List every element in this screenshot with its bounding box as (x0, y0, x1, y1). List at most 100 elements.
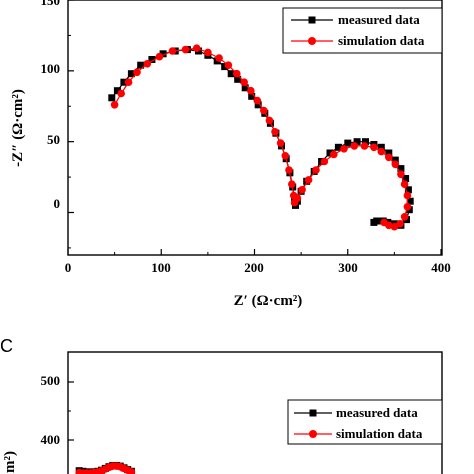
data-point-circle (127, 468, 136, 474)
data-point-square (391, 156, 399, 164)
data-point-circle (400, 180, 409, 188)
data-point-square (404, 186, 412, 194)
data-point-square (234, 75, 242, 83)
data-point-circle (233, 69, 241, 78)
y-axis-title-fragment: m²) (2, 451, 18, 473)
legend-swatch-square (309, 409, 317, 417)
data-point-circle (281, 152, 290, 160)
data-point-circle (320, 157, 329, 166)
x-tick-label: 100 (151, 260, 171, 275)
data-point-square (353, 138, 361, 146)
data-point-circle (293, 194, 302, 203)
data-point-square (148, 56, 156, 63)
legend-swatch-circle (308, 37, 316, 45)
data-point-circle (330, 150, 338, 159)
data-point-square (344, 139, 352, 147)
y-tick-label: 500 (41, 373, 61, 388)
data-point-circle (224, 61, 233, 69)
data-point-circle (380, 218, 388, 227)
data-point-circle (403, 203, 412, 211)
data-point-square (254, 101, 262, 109)
series-line (111, 48, 411, 226)
data-point-square (221, 63, 229, 71)
data-point-square (227, 70, 235, 78)
data-point-square (326, 149, 334, 157)
data-point-square (248, 92, 256, 100)
data-point-circle (400, 213, 409, 221)
data-point-circle (204, 48, 212, 57)
legend-label: simulation data (336, 426, 423, 441)
data-point-square (402, 175, 410, 182)
data-point-square (406, 197, 414, 205)
data-point-square (108, 94, 116, 102)
tick-marks (68, 381, 74, 441)
data-point-circle (396, 220, 404, 228)
y-tick-labels: 0 50 100 150 (41, 0, 61, 211)
panel-label-c: C (0, 336, 13, 356)
nyquist-chart-bottom: 400 500 m²) measured data simulation dat… (2, 351, 443, 474)
data-point-square (113, 87, 121, 95)
data-point-circle (253, 96, 262, 105)
data-point-circle (181, 45, 190, 54)
y-axis-title: -Z″ (Ω·cm²) (10, 89, 26, 167)
x-tick-label: 400 (431, 260, 451, 275)
data-point-circle (110, 101, 119, 109)
data-point-circle (155, 52, 164, 61)
data-point-circle (215, 54, 223, 62)
y-tick-label: 150 (41, 0, 61, 8)
data-point-circle (377, 147, 386, 156)
data-point-circle (391, 160, 400, 169)
data-point-square (120, 78, 128, 86)
data-point-square (362, 138, 369, 146)
legend-box (282, 7, 443, 54)
data-point-circle (133, 68, 141, 77)
data-point-circle (288, 180, 296, 188)
data-point-circle (360, 142, 369, 150)
data-point-circle (370, 143, 378, 152)
y-tick-label: 100 (41, 61, 61, 76)
data-point-circle (385, 153, 393, 162)
data-point-circle (192, 44, 201, 52)
series-group (75, 462, 136, 474)
legend-swatch-circle (309, 430, 317, 438)
data-point-circle (350, 142, 359, 150)
y-tick-label: 400 (41, 432, 61, 447)
nyquist-chart-top: 0 50 100 150 0 100 200 300 400 Z′ (Ω·cm²… (10, 0, 451, 309)
x-tick-labels: 0 100 200 300 400 (65, 260, 451, 275)
y-tick-label: 0 (54, 196, 61, 211)
x-tick-label: 0 (65, 260, 72, 275)
legend: measured data simulation data (287, 399, 443, 445)
series-line (114, 47, 408, 228)
data-point-circle (260, 106, 268, 115)
legend-label: measured data (338, 12, 420, 27)
data-point-circle (240, 78, 248, 86)
data-point-square (159, 50, 167, 58)
data-point-square (127, 70, 135, 78)
data-point-square (370, 218, 378, 226)
data-point-circle (117, 89, 125, 98)
data-point-circle (298, 186, 306, 194)
x-axis-title: Z′ (Ω·cm²) (234, 293, 303, 309)
data-point-circle (397, 170, 405, 179)
tick-marks (67, 0, 442, 255)
series-group (108, 44, 414, 231)
data-point-circle (124, 78, 133, 86)
data-point-circle (271, 128, 279, 136)
data-point-circle (247, 86, 255, 95)
data-point-square (385, 149, 393, 157)
data-point-circle (340, 145, 348, 153)
data-point-circle (265, 116, 274, 125)
legend-swatch-square (308, 16, 316, 24)
data-point-circle (403, 191, 412, 200)
x-tick-label: 300 (338, 260, 358, 275)
data-point-circle (143, 60, 152, 68)
data-point-square (334, 143, 342, 151)
legend-label: measured data (336, 405, 418, 420)
data-point-circle (285, 166, 293, 174)
legend-label: simulation data (338, 33, 425, 48)
data-point-square (137, 61, 145, 69)
data-point-circle (276, 139, 285, 147)
data-point-square (241, 84, 249, 92)
data-point-square (377, 143, 385, 151)
